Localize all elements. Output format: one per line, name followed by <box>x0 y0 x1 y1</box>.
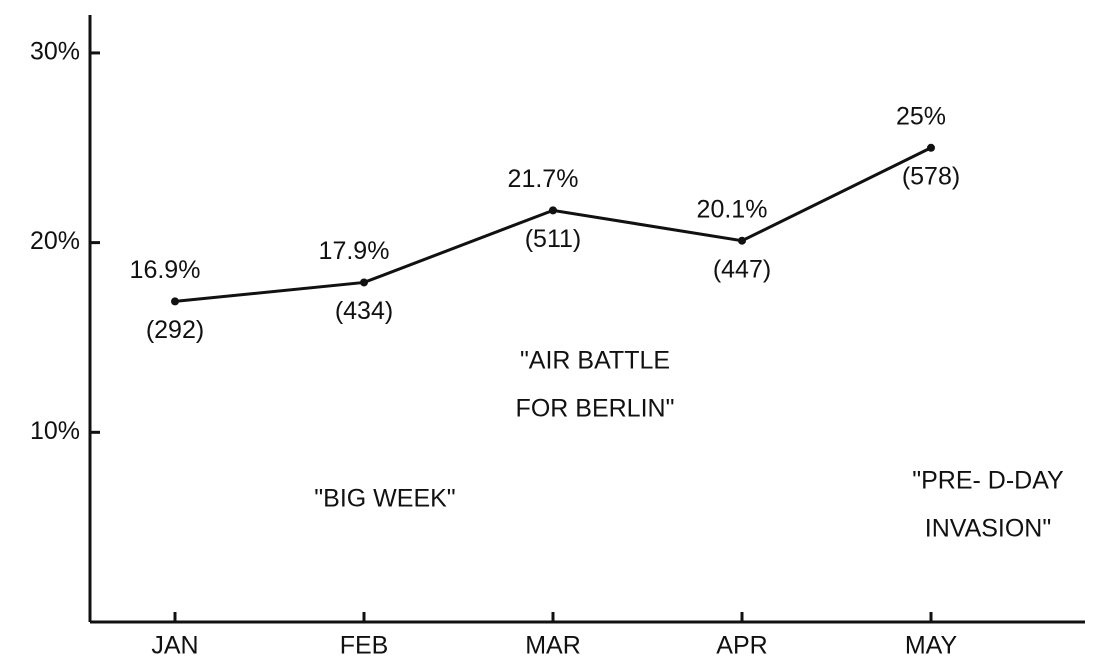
point <box>549 206 557 215</box>
y-tick-label: 30% <box>30 38 80 66</box>
point <box>360 278 368 287</box>
value-label: 20.1% <box>697 195 768 223</box>
annotation: "PRE- D-DAY <box>912 467 1064 495</box>
count-label: (292) <box>146 316 204 344</box>
x-tick-label: JAN <box>151 632 198 656</box>
point <box>171 297 179 306</box>
annotation: INVASION" <box>925 515 1052 543</box>
x-tick-label: MAR <box>525 632 581 656</box>
y-tick-label: 20% <box>30 227 80 255</box>
value-label: 21.7% <box>508 165 579 193</box>
point <box>927 143 935 152</box>
x-tick-label: APR <box>716 632 767 656</box>
y-tick-label: 10% <box>30 417 80 445</box>
value-label: 17.9% <box>319 237 390 265</box>
count-label: (434) <box>335 297 393 325</box>
count-label: (578) <box>902 162 960 190</box>
count-label: (511) <box>525 225 582 253</box>
annotation: "AIR BATTLE <box>520 347 670 375</box>
point <box>738 236 746 245</box>
annotation: FOR BERLIN" <box>516 395 675 423</box>
value-label: 16.9% <box>130 256 201 284</box>
annotation: "BIG WEEK" <box>314 485 455 513</box>
value-label: 25% <box>896 102 946 130</box>
count-label: (447) <box>713 255 771 283</box>
x-tick-label: MAY <box>905 632 958 656</box>
x-tick-label: FEB <box>340 632 389 656</box>
